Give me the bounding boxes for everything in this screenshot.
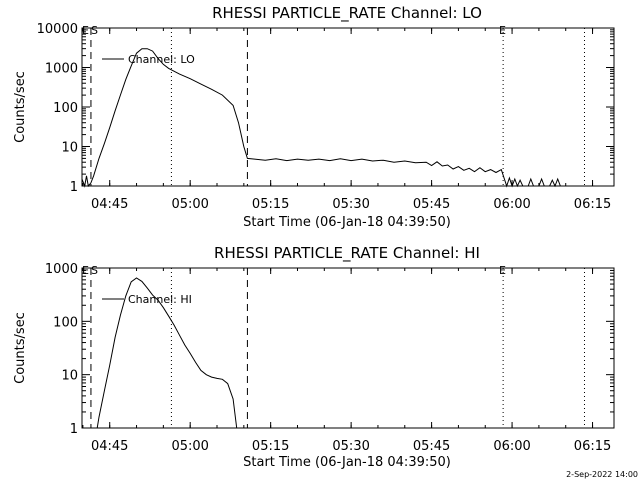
- chart-lo-xtick-label: 04:45: [91, 197, 128, 212]
- chart-hi-xtick-label: 06:00: [493, 439, 530, 454]
- chart-hi-plot-frame: [81, 267, 615, 429]
- chart-lo-xlabel: Start Time (06-Jan-18 04:39:50): [243, 215, 451, 230]
- chart-hi-ytick-label: 1: [70, 422, 78, 437]
- chart-hi-ytick-label: 1000: [45, 262, 78, 277]
- chart-lo-xtick-label: 06:15: [574, 197, 611, 212]
- chart-hi-ytick-label: 10: [61, 369, 78, 384]
- footer-timestamp: 2-Sep-2022 14:00: [566, 470, 638, 479]
- chart-hi-legend-entry: Channel: HI: [128, 293, 192, 306]
- chart-hi-ytick-label: 100: [53, 315, 78, 330]
- chart-lo-marker-label-S: S: [91, 24, 98, 37]
- chart-lo-xtick-label: 05:00: [171, 197, 208, 212]
- chart-lo-ytick-label: 10: [61, 141, 78, 156]
- chart-hi-xtick-label: 06:15: [574, 439, 611, 454]
- chart-lo-xtick-label: 06:00: [493, 197, 530, 212]
- chart-lo-ylabel: Counts/sec: [13, 71, 28, 143]
- chart-lo-ytick-label: 1: [70, 180, 78, 195]
- chart-hi-xtick-label: 05:00: [171, 439, 208, 454]
- chart-lo-xtick-label: 05:15: [252, 197, 289, 212]
- chart-hi-xlabel: Start Time (06-Jan-18 04:39:50): [243, 455, 451, 470]
- chart-hi-xtick-label: 05:45: [413, 439, 450, 454]
- chart-lo-ytick-label: 1000: [45, 62, 78, 77]
- chart-hi-title: RHESSI PARTICLE_RATE Channel: HI: [214, 244, 480, 263]
- chart-lo-xtick-label: 05:30: [332, 197, 369, 212]
- chart-lo-series-line: [81, 48, 561, 188]
- chart-lo-plot-frame: [81, 27, 615, 187]
- chart-lo-ytick-label: 10000: [37, 22, 78, 37]
- chart-lo-marker-label-E: E: [499, 24, 506, 37]
- chart-hi-ylabel: Counts/sec: [13, 312, 28, 384]
- chart-hi-series-line: [96, 277, 238, 429]
- chart-hi-xtick-label: 05:30: [332, 439, 369, 454]
- chart-lo-ytick-label: 100: [53, 101, 78, 116]
- chart-hi: RHESSI PARTICLE_RATE Channel: HI Counts/…: [13, 244, 615, 470]
- chart-lo: RHESSI PARTICLE_RATE Channel: LO Counts/…: [13, 4, 615, 230]
- chart-hi-marker-label-S: S: [91, 264, 98, 277]
- chart-hi-xtick-label: 04:45: [91, 439, 128, 454]
- chart-lo-xtick-label: 05:45: [413, 197, 450, 212]
- chart-lo-legend-entry: Channel: LO: [128, 53, 195, 66]
- chart-hi-marker-label-E: E: [499, 264, 506, 277]
- chart-hi-xtick-label: 05:15: [252, 439, 289, 454]
- chart-lo-corner-label: E: [82, 24, 89, 37]
- chart-lo-title: RHESSI PARTICLE_RATE Channel: LO: [212, 4, 482, 23]
